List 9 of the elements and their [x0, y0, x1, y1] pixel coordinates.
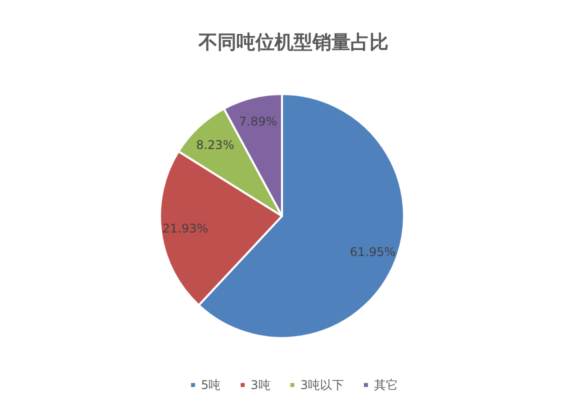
chart-title: 不同吨位机型销量占比: [198, 32, 388, 54]
data-label: 8.23%: [196, 138, 234, 152]
data-label: 61.95%: [350, 244, 396, 259]
legend-label: 5吨: [201, 378, 221, 392]
legend-label: 3吨: [250, 378, 270, 392]
legend-label: 其它: [374, 378, 398, 392]
data-label: 7.89%: [238, 114, 278, 128]
legend-label: 3吨以下: [300, 378, 344, 392]
data-label: 21.93%: [162, 222, 208, 236]
